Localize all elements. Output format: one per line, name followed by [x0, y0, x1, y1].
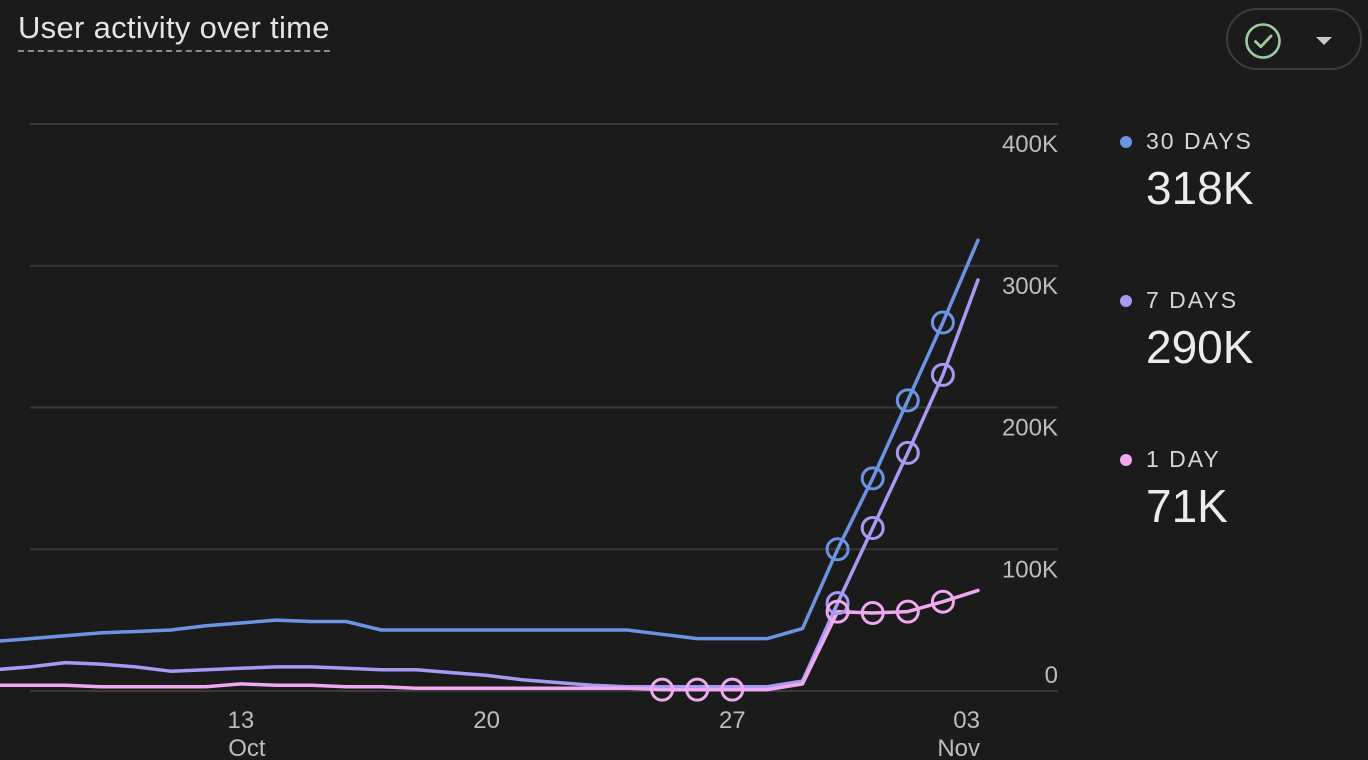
data-point-marker [650, 677, 675, 702]
caret-down-icon [1316, 37, 1332, 45]
legend-label-7-days: 7 DAYS [1146, 287, 1239, 313]
data-point-marker [860, 515, 885, 540]
x-tick-label: 13 [228, 707, 255, 734]
data-point-marker [895, 599, 920, 624]
x-tick-month-label: Nov [937, 735, 980, 760]
series-line-7-days [0, 278, 980, 689]
data-point-marker [685, 677, 710, 702]
data-point-marker [930, 362, 955, 387]
x-tick-label: 03 [953, 707, 980, 734]
comparison-toggle-button[interactable] [1226, 8, 1362, 70]
data-point-marker [720, 677, 745, 702]
x-tick-label: 20 [473, 707, 500, 734]
legend-dot-7-days [1120, 294, 1132, 307]
legend-value-30-days: 318K [1146, 162, 1254, 214]
card-title[interactable]: User activity over time [18, 10, 330, 52]
legend-value-7-days: 290K [1146, 321, 1254, 373]
y-tick-label: 300K [1002, 273, 1058, 300]
x-tick-month-label: Oct [228, 735, 266, 760]
data-point-marker [825, 591, 850, 616]
y-tick-label: 0 [1045, 662, 1058, 689]
series-line-30-days [0, 238, 980, 643]
legend-label-1-day: 1 DAY [1146, 446, 1221, 472]
series-line-1-day [0, 588, 980, 692]
legend-item-30-days: 30 DAYS 318K [1120, 128, 1253, 215]
legend-value-1-day: 71K [1146, 480, 1228, 532]
data-point-marker [930, 589, 955, 614]
data-point-marker [825, 599, 850, 624]
legend-item-7-days: 7 DAYS 290K [1120, 287, 1253, 374]
data-point-marker [860, 466, 885, 491]
y-tick-label: 200K [1002, 415, 1058, 442]
data-point-marker [825, 537, 850, 562]
legend-item-1-day: 1 DAY 71K [1120, 446, 1228, 533]
x-tick-label: 27 [719, 707, 746, 734]
data-point-marker [895, 388, 920, 413]
data-point-marker [895, 440, 920, 465]
legend-dot-30-days [1120, 135, 1132, 148]
data-point-marker [930, 310, 955, 335]
y-tick-label: 400K [1002, 131, 1058, 158]
legend-dot-1-day [1120, 453, 1132, 466]
legend-label-30-days: 30 DAYS [1146, 128, 1253, 154]
data-point-marker [860, 601, 885, 626]
check-circle-icon [1245, 23, 1281, 59]
y-tick-label: 100K [1002, 556, 1058, 583]
